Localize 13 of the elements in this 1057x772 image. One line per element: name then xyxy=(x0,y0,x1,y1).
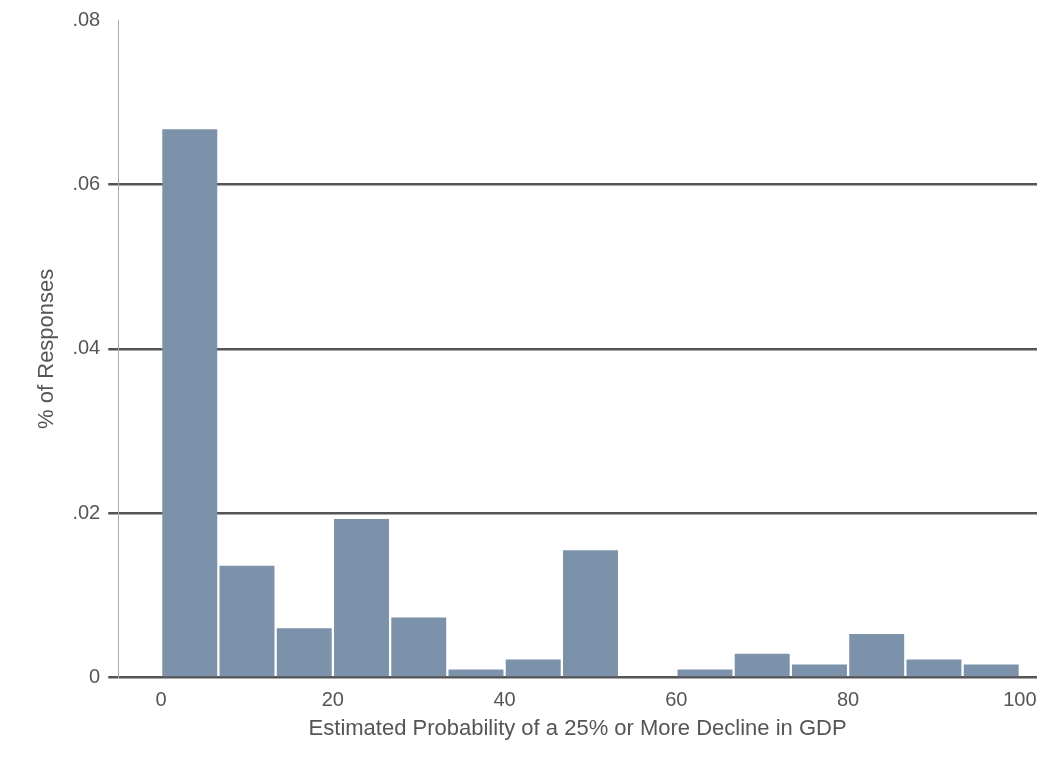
y-axis-title: % of Responses xyxy=(33,268,59,429)
x-tick-label: 20 xyxy=(321,688,344,711)
x-tick-label: 80 xyxy=(836,688,860,711)
y-tick-label: .08 xyxy=(72,7,101,30)
x-tick-label: 0 xyxy=(155,688,167,711)
x-tick-label: 40 xyxy=(493,688,516,711)
x-tick-label: 100 xyxy=(1003,688,1037,711)
y-tick-label: 0 xyxy=(89,665,101,688)
y-tick-label: .02 xyxy=(72,500,101,523)
y-tick-label: .04 xyxy=(72,336,101,359)
x-axis-title: Estimated Probability of a 25% or More Decline in GDP xyxy=(308,714,847,740)
x-tick-label: 60 xyxy=(665,688,688,711)
y-tick-label: .06 xyxy=(72,171,101,194)
